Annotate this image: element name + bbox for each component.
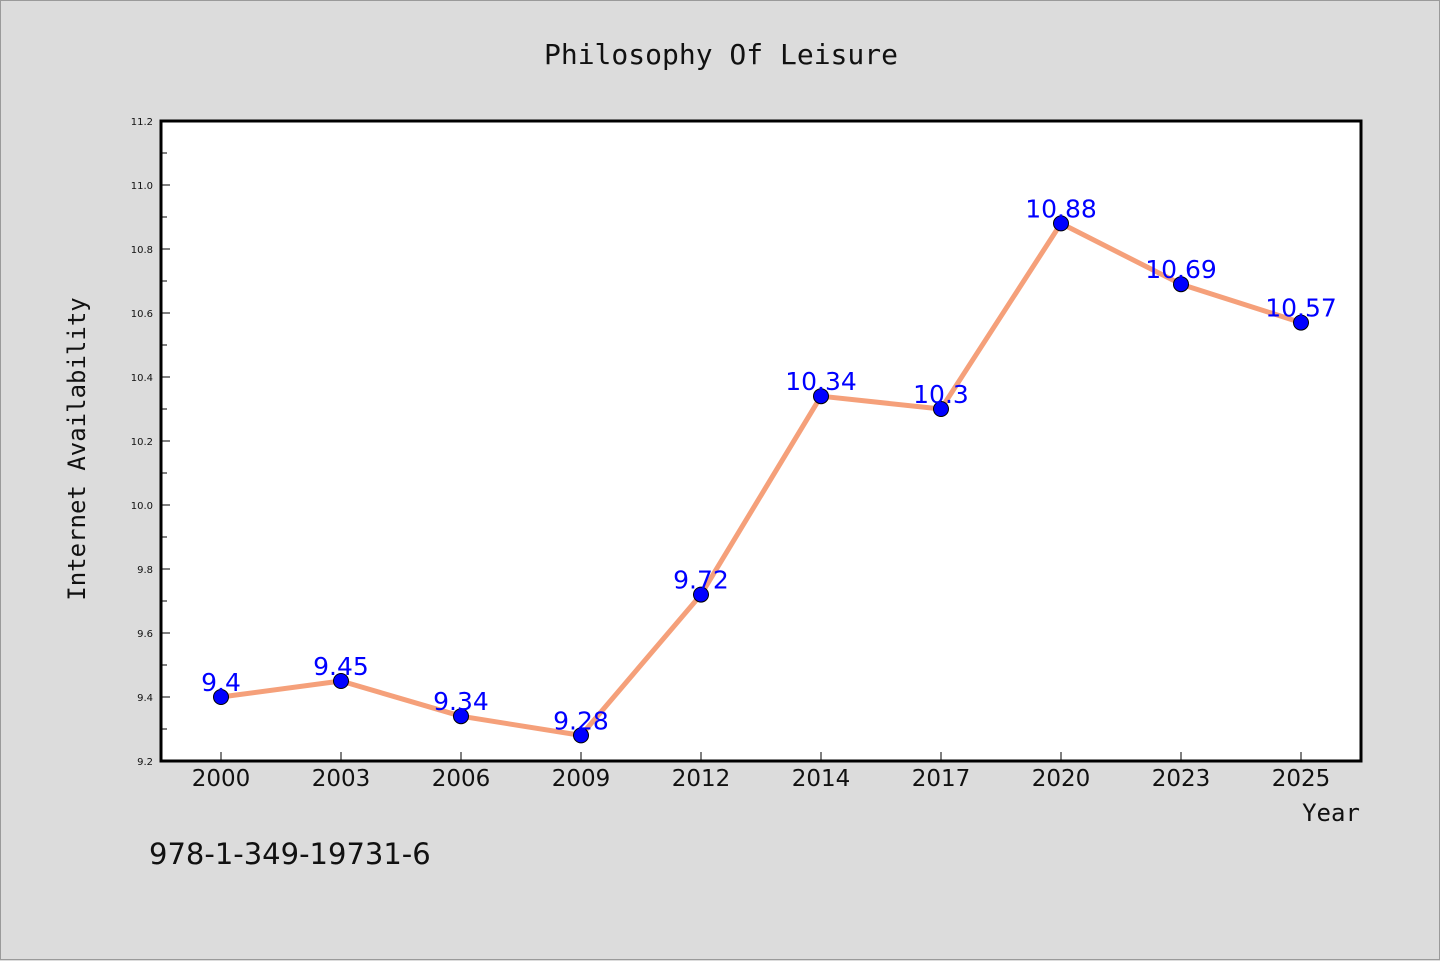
y-tick-label: 10.2 [131,437,153,448]
data-label: 10.3 [913,380,969,409]
data-label: 9.28 [553,706,609,735]
y-tick-label: 10.4 [131,373,153,384]
data-point-marker [933,401,949,417]
x-axis-label: Year [1302,799,1360,827]
data-point-marker [693,586,709,603]
data-point-marker [1173,276,1189,293]
chart-title: Philosophy Of Leisure [544,38,898,71]
y-tick-label: 9.6 [137,629,153,640]
data-point-marker [1293,314,1309,331]
x-tick-label: 2020 [1032,766,1091,792]
data-point-marker [1053,215,1069,232]
series-line [218,220,1304,738]
y-tick-label: 9.4 [137,693,153,704]
data-point-marker [333,673,349,689]
y-tick-label: 9.8 [137,565,153,576]
y-tick-label: 11.0 [131,181,153,192]
data-point-marker [573,727,589,744]
data-point-marker [213,689,229,705]
data-point-marker [453,708,469,725]
x-tick-label: 2012 [672,766,731,792]
series-data-labels: 9.4 9.45 9.34 9.28 9.72 10.34 10.3 10.88 10.69 10… [201,194,1337,735]
footer-code: 978-1-349-19731-6 [149,837,431,871]
data-label: 9.4 [201,668,241,697]
data-label: 10.69 [1145,255,1217,284]
data-label: 10.57 [1265,294,1337,323]
data-label: 9.72 [673,566,729,595]
data-label: 9.34 [433,687,489,716]
data-label: 10.34 [785,367,857,396]
x-axis-ticks: 2000 2003 2006 2009 2012 2014 2017 2020 2023 2025 [192,752,1331,792]
y-tick-label: 10.6 [131,309,153,320]
series-markers [213,215,1309,744]
y-tick-label: 10.8 [131,245,153,256]
data-point-marker [813,388,829,405]
y-tick-label: 11.2 [131,117,153,128]
x-tick-label: 2003 [312,766,371,792]
x-tick-label: 2025 [1272,766,1331,792]
y-axis-ticks: 9.2 9.4 9.6 9.8 10.0 10.2 10.4 10.6 10.8 11.0 11.2 [131,117,170,768]
data-label: 9.45 [313,652,369,681]
x-tick-label: 2000 [192,766,251,792]
plot-area [159,119,1363,763]
x-tick-label: 2023 [1152,766,1211,792]
y-axis-label: Internet Availability [63,297,91,600]
x-tick-label: 2006 [432,766,491,792]
data-label: 10.88 [1025,194,1097,223]
x-tick-label: 2009 [552,766,611,792]
x-tick-label: 2014 [792,766,851,792]
y-tick-label: 10.0 [131,501,153,512]
y-tick-label: 9.2 [137,757,153,768]
x-tick-label: 2017 [912,766,971,792]
